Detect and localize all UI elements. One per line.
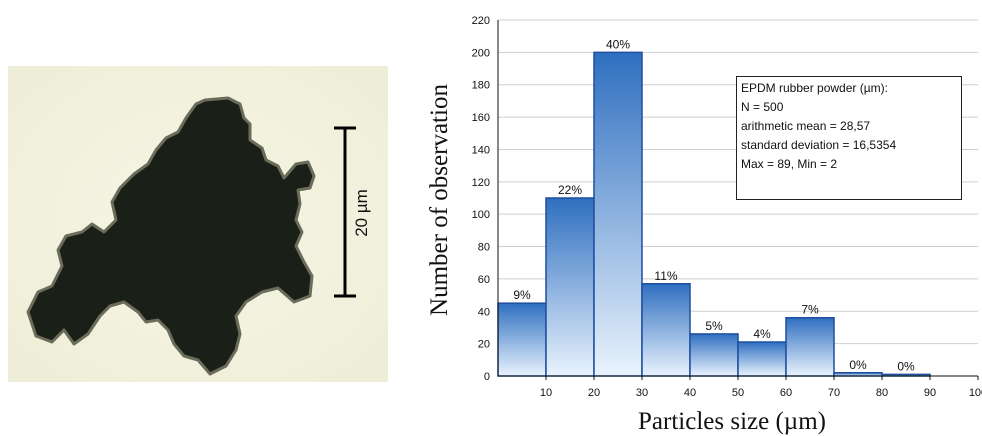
x-tick-label: 20 bbox=[588, 387, 600, 399]
y-tick-label: 20 bbox=[478, 339, 490, 351]
bar-data-label: 0% bbox=[897, 359, 915, 373]
y-tick-label: 40 bbox=[478, 306, 490, 318]
y-tick-label: 100 bbox=[472, 209, 490, 221]
histogram-bar bbox=[689, 333, 739, 377]
data-labels: 9% 22% 40% 11% 5% 4% 7% 0% 0% bbox=[513, 37, 915, 373]
stats-line-mean: arithmetic mean = 28,57 bbox=[741, 119, 871, 133]
statistics-legend-box: EPDM rubber powder (µm): N = 500 arithme… bbox=[736, 76, 962, 200]
bar-data-label: 5% bbox=[705, 319, 723, 333]
x-axis-title: Particles size (µm) bbox=[638, 408, 826, 435]
bar-data-label: 22% bbox=[558, 183, 582, 197]
x-tick-label: 90 bbox=[924, 387, 936, 399]
y-tick-label: 60 bbox=[478, 274, 490, 286]
histogram-bar bbox=[737, 341, 787, 377]
y-tick-label: 160 bbox=[472, 112, 490, 124]
bar-data-label: 0% bbox=[849, 358, 867, 372]
histogram-plot: 9% 22% 40% 11% 5% 4% 7% 0% 0% 0 20 40 60 80 100 120 140… bbox=[472, 15, 982, 399]
x-tick-label: 40 bbox=[684, 387, 696, 399]
histogram-bar bbox=[497, 302, 547, 377]
stats-line-n: N = 500 bbox=[741, 100, 784, 114]
x-tick-label: 10 bbox=[540, 387, 552, 399]
micrograph-panel: 20 µm bbox=[0, 0, 400, 436]
bars bbox=[497, 51, 931, 377]
x-tick-label: 100 bbox=[969, 387, 982, 399]
y-tick-label: 80 bbox=[478, 242, 490, 254]
x-tick-label: 60 bbox=[780, 387, 792, 399]
rubber-particle bbox=[26, 96, 316, 376]
y-tick-label: 180 bbox=[472, 80, 490, 92]
scale-bar bbox=[334, 126, 356, 298]
bar-data-label: 11% bbox=[654, 269, 677, 283]
stats-line-maxmin: Max = 89, Min = 2 bbox=[741, 157, 838, 171]
x-tick-label: 50 bbox=[732, 387, 744, 399]
histogram-bar bbox=[593, 51, 643, 377]
y-tick-label: 0 bbox=[484, 371, 490, 383]
y-tick-label: 140 bbox=[472, 144, 490, 156]
bar-data-label: 9% bbox=[513, 288, 531, 302]
y-tick-label: 220 bbox=[472, 15, 490, 27]
bar-data-label: 40% bbox=[606, 37, 630, 51]
x-tick-label: 30 bbox=[636, 387, 648, 399]
y-tick-label: 120 bbox=[472, 177, 490, 189]
histogram-bar bbox=[785, 316, 835, 377]
x-tick-label: 70 bbox=[828, 387, 840, 399]
y-axis-title: Number of observation bbox=[426, 84, 453, 316]
stats-line-sd: standard deviation = 16,5354 bbox=[741, 138, 897, 152]
x-tick-label: 80 bbox=[876, 387, 888, 399]
histogram-bar bbox=[641, 283, 691, 377]
bar-data-label: 7% bbox=[801, 303, 819, 317]
axes: 0 20 40 60 80 100 120 140 160 180 200 220 10 20 30 40 50… bbox=[472, 15, 982, 399]
scale-bar-label: 20 µm bbox=[352, 189, 371, 237]
particle-micrograph bbox=[8, 66, 388, 382]
bar-data-label: 4% bbox=[753, 327, 771, 341]
y-tick-label: 200 bbox=[472, 47, 490, 59]
histogram-chart: 9% 22% 40% 11% 5% 4% 7% 0% 0% 0 20 40 60 80 100 120 140… bbox=[420, 0, 982, 436]
histogram-bar bbox=[545, 197, 595, 377]
stats-title: EPDM rubber powder (µm): bbox=[741, 81, 888, 95]
